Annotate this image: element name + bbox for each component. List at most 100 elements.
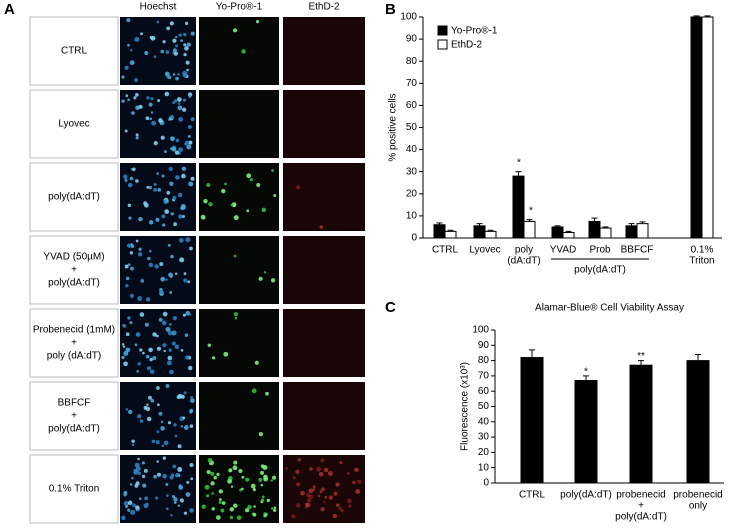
cell-dot	[185, 492, 191, 497]
bar	[599, 227, 612, 239]
cell-dot	[233, 460, 238, 465]
cell-dot	[215, 515, 221, 520]
cell-dot	[127, 43, 130, 47]
cell-dot	[186, 68, 189, 72]
cell-dot	[312, 485, 316, 489]
cell-dot	[319, 225, 324, 229]
cell-dot	[187, 134, 191, 138]
cell-dot	[166, 507, 169, 511]
y-tick-label: 100	[472, 325, 489, 336]
cell-dot	[218, 498, 222, 501]
cell-dot	[190, 176, 195, 181]
micrograph	[283, 17, 365, 85]
row-label: poly(dA:dT)	[48, 278, 100, 289]
y-tick-label: 90	[406, 34, 418, 45]
cell-dot	[179, 257, 185, 263]
cell-dot	[189, 462, 194, 467]
cell-dot	[348, 504, 352, 508]
cell-dot	[181, 166, 187, 171]
cell-dot	[234, 316, 238, 320]
cell-dot	[182, 98, 187, 102]
cell-dot	[165, 483, 169, 486]
cell-dot	[213, 475, 218, 480]
cell-dot	[138, 104, 143, 109]
bar	[444, 230, 457, 239]
cell-dot	[177, 73, 180, 76]
cell-dot	[167, 75, 172, 80]
y-tick-label: 80	[478, 355, 490, 366]
cell-dot	[149, 249, 152, 253]
cell-dot	[147, 256, 151, 261]
cell-dot	[177, 504, 181, 507]
annotation: *	[529, 205, 533, 216]
cell-dot	[308, 488, 314, 494]
x-tick-label: 0.1%	[691, 245, 714, 256]
cell-dot	[146, 185, 150, 189]
micrograph	[199, 309, 279, 377]
cell-dot	[125, 276, 130, 281]
cell-dot	[137, 471, 142, 476]
cell-dot	[156, 430, 160, 434]
cell-dot	[156, 20, 160, 24]
cell-dot	[137, 414, 142, 419]
cell-dot	[133, 96, 137, 100]
cell-dot	[270, 479, 273, 482]
cell-dot	[155, 496, 159, 500]
cell-dot	[245, 508, 250, 513]
cell-dot	[189, 246, 193, 251]
row-label: Lyovec	[58, 119, 89, 130]
cell-dot	[163, 349, 166, 353]
cell-dot	[156, 346, 162, 351]
bar	[562, 231, 575, 239]
cell-dot	[357, 479, 362, 484]
cell-dot	[232, 28, 238, 33]
cell-dot	[153, 140, 158, 146]
cell-dot	[165, 384, 170, 388]
cell-dot	[143, 405, 148, 410]
cell-dot	[183, 391, 187, 395]
y-tick-label: 100	[400, 12, 417, 23]
cell-dot	[158, 317, 163, 322]
cell-dot	[135, 332, 141, 337]
cell-dot	[162, 343, 167, 348]
cell-dot	[153, 188, 158, 192]
y-tick-label: 70	[406, 78, 418, 89]
cell-dot	[175, 472, 180, 478]
cell-dot	[134, 343, 138, 347]
cell-dot	[162, 456, 167, 460]
cell-dot	[127, 98, 130, 102]
cell-dot	[190, 117, 195, 122]
cell-dot	[190, 31, 195, 36]
cell-dot	[155, 217, 160, 222]
cell-dot	[295, 469, 300, 474]
y-tick-label: 10	[406, 211, 418, 222]
cell-dot	[139, 348, 143, 352]
cell-dot	[135, 93, 139, 97]
cell-dot	[149, 357, 153, 362]
bar	[551, 226, 564, 239]
cell-dot	[155, 440, 160, 445]
cell-dot	[141, 461, 145, 465]
cell-dot	[122, 345, 126, 348]
cell-dot	[216, 472, 220, 477]
cell-dot	[129, 483, 133, 486]
cell-dot	[177, 393, 183, 399]
micrograph	[283, 236, 365, 304]
cell-dot	[147, 366, 152, 371]
cell-dot	[130, 244, 135, 248]
y-tick-label: 10	[478, 462, 490, 473]
cell-dot	[249, 178, 253, 182]
cell-dot	[144, 322, 149, 327]
row-label: Probenecid (1mM)	[33, 325, 115, 336]
cell-dot	[173, 51, 178, 56]
cell-dot	[255, 20, 260, 24]
cell-dot	[211, 507, 215, 511]
cell-dot	[169, 181, 174, 186]
cell-dot	[285, 467, 288, 470]
cell-dot	[170, 514, 173, 517]
cell-dot	[148, 395, 152, 400]
x-tick-label: poly(dA:dT)	[560, 490, 612, 501]
cell-dot	[208, 202, 213, 207]
cell-dot	[160, 135, 165, 140]
cell-dot	[319, 490, 323, 494]
